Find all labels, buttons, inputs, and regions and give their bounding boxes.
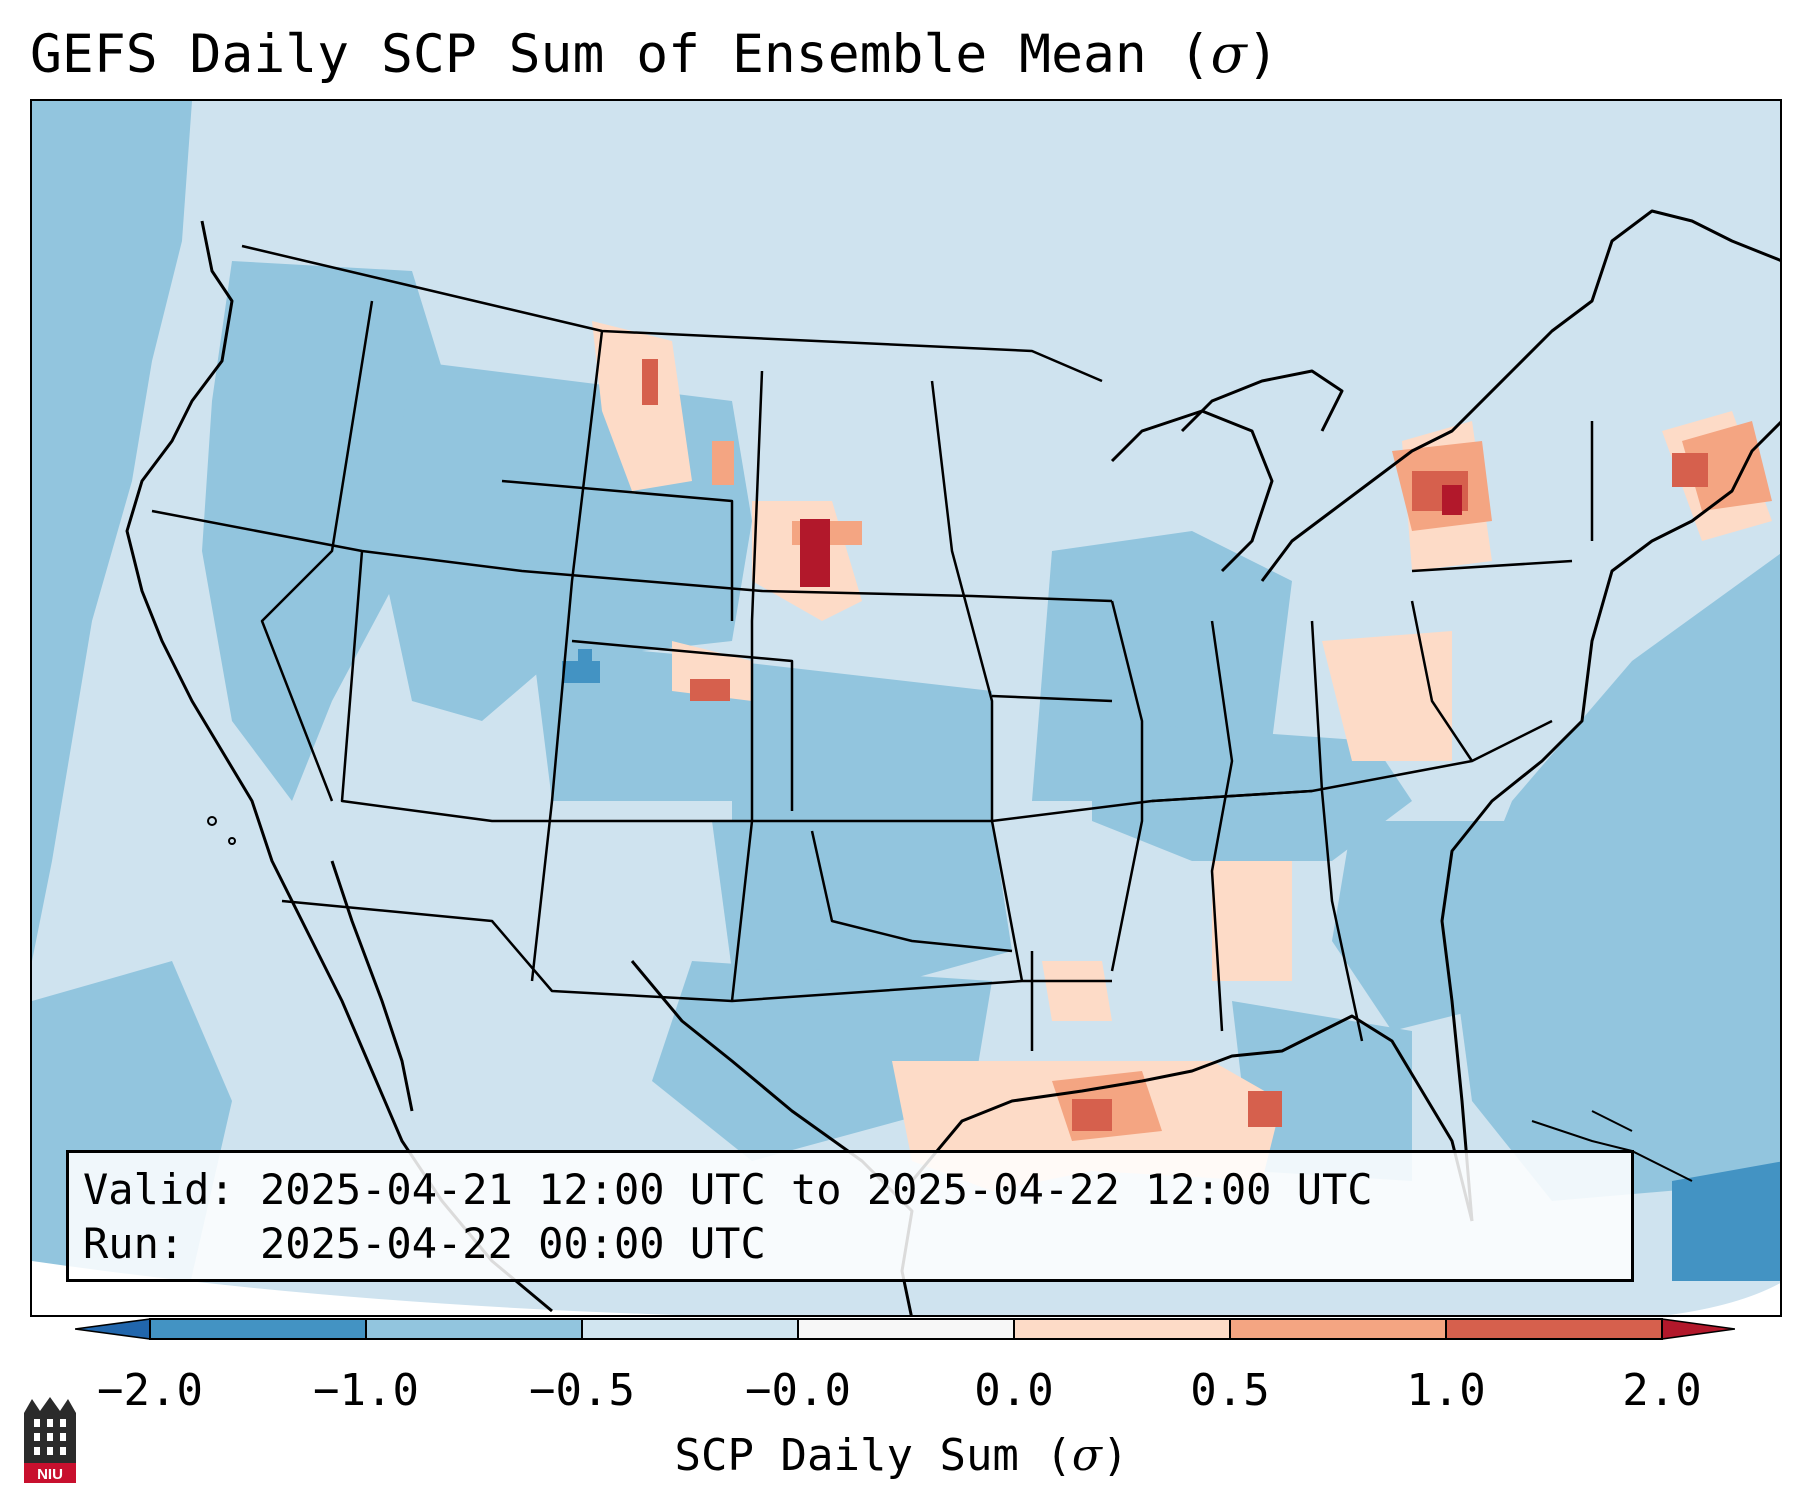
colorbar-tick-label: −2.0 bbox=[97, 1365, 203, 1416]
colorbar-segment bbox=[1446, 1319, 1662, 1339]
svg-text:NIU: NIU bbox=[37, 1466, 63, 1483]
colorbar-title: SCP Daily Sum (σ) bbox=[674, 1430, 1129, 1481]
valid-time-text: Valid: 2025-04-21 12:00 UTC to 2025-04-2… bbox=[83, 1165, 1373, 1214]
colorbar-extend-low bbox=[75, 1318, 151, 1340]
colorbar-tick-label: −0.0 bbox=[745, 1365, 851, 1416]
coastlines bbox=[125, 209, 1780, 1315]
run-time-text: Run: 2025-04-22 00:00 UTC bbox=[83, 1219, 766, 1268]
state-borders bbox=[151, 244, 1594, 1051]
colorbar-tick-label: 1.0 bbox=[1406, 1365, 1486, 1416]
colorbar-extend-high bbox=[1661, 1318, 1735, 1340]
colorbar-tick-label: 2.0 bbox=[1622, 1365, 1702, 1416]
niu-logo-icon: NIU bbox=[24, 1397, 76, 1483]
colorbar-tick-label: −0.5 bbox=[529, 1365, 635, 1416]
atlantic-field bbox=[1452, 553, 1780, 1201]
colorbar-segment bbox=[1014, 1319, 1230, 1339]
colorbar-tick-label: −1.0 bbox=[313, 1365, 419, 1416]
colorbar-tick-label: 0.0 bbox=[974, 1365, 1054, 1416]
colorbar-segment bbox=[1230, 1319, 1446, 1339]
colorbar-segment bbox=[150, 1319, 366, 1339]
chart-title: GEFS Daily SCP Sum of Ensemble Mean (σ) bbox=[30, 24, 1279, 85]
islands bbox=[207, 816, 1693, 1182]
colorbar-segment bbox=[582, 1319, 798, 1339]
colorbar-segment bbox=[798, 1319, 1014, 1339]
colorbar-segment bbox=[366, 1319, 582, 1339]
map-panel bbox=[30, 99, 1782, 1317]
scp-field-map bbox=[32, 101, 1780, 1315]
colorbar bbox=[75, 1318, 1735, 1340]
pacific-field bbox=[32, 101, 192, 961]
colorbar-tick-label: 0.5 bbox=[1190, 1365, 1270, 1416]
valid-run-info-box: Valid: 2025-04-21 12:00 UTC to 2025-04-2… bbox=[66, 1150, 1634, 1282]
